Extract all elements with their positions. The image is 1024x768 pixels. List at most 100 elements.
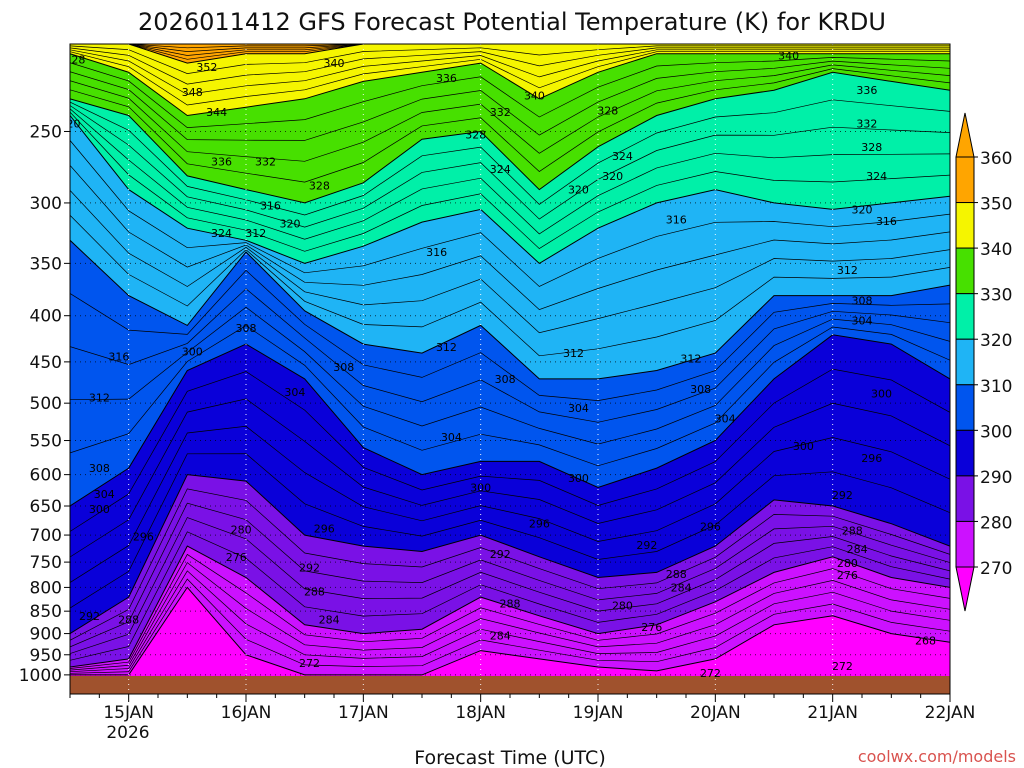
contour-label: 308 bbox=[333, 361, 354, 374]
contour-minor bbox=[70, 47, 950, 85]
colorbar-segment bbox=[955, 429, 975, 477]
contour-label: 316 bbox=[426, 246, 447, 259]
contour-minor bbox=[70, 269, 950, 401]
colorbar-segment bbox=[955, 156, 975, 204]
contour-minor bbox=[70, 99, 950, 216]
contour-label: 316 bbox=[876, 215, 897, 228]
contour-minor bbox=[70, 368, 950, 532]
contour-label: 284 bbox=[671, 581, 692, 594]
contour-label: 340 bbox=[524, 89, 545, 102]
contour-minor bbox=[70, 502, 950, 648]
contour-label: 340 bbox=[324, 57, 345, 70]
contour-label: 332 bbox=[490, 106, 511, 119]
contour-label: 300 bbox=[182, 345, 203, 358]
contour-minor bbox=[70, 57, 950, 128]
contour-label: 308 bbox=[89, 462, 110, 475]
colorbar-label: 340 bbox=[980, 240, 1012, 260]
contour-label: 324 bbox=[211, 227, 232, 240]
y-tick-label: 750 bbox=[30, 553, 62, 573]
x-tick-label: 20JAN bbox=[690, 703, 741, 723]
contour-minor bbox=[70, 425, 950, 583]
contour-label: 276 bbox=[641, 621, 662, 634]
x-tick-label: 21JAN bbox=[807, 703, 858, 723]
credit-link[interactable]: coolwx.com/models bbox=[858, 747, 1016, 766]
contour-minor bbox=[70, 562, 950, 671]
contour-label: 312 bbox=[837, 264, 858, 277]
contour-label: 320 bbox=[602, 170, 623, 183]
contour-minor bbox=[70, 165, 950, 311]
colorbar-top-arrow bbox=[955, 112, 975, 158]
colorbar-segment bbox=[955, 202, 975, 249]
time-axis: 15JAN 16JAN 17JAN 18JAN 19JAN 20JAN 21JAN 22JAN bbox=[69, 694, 975, 723]
contour-minor bbox=[70, 578, 950, 674]
temperature-bands bbox=[70, 44, 950, 694]
contour-label: 284 bbox=[847, 543, 868, 556]
y-tick-label: 450 bbox=[30, 353, 62, 373]
contour-minor bbox=[70, 60, 950, 141]
contour-label: 308 bbox=[690, 383, 711, 396]
contour-label: 328 bbox=[465, 129, 486, 142]
contour-label: 308 bbox=[852, 295, 873, 308]
y-tick-label: 500 bbox=[30, 394, 62, 414]
colorbar-label: 330 bbox=[980, 286, 1012, 306]
contour-label: 280 bbox=[837, 557, 858, 570]
contour-350 bbox=[70, 44, 950, 64]
contour-minor bbox=[70, 553, 950, 669]
contour-label: 324 bbox=[490, 163, 511, 176]
x-tick-label: 19JAN bbox=[573, 703, 624, 723]
grid-lines bbox=[70, 44, 950, 694]
contour-label: 272 bbox=[700, 667, 721, 680]
contour-minor bbox=[70, 306, 950, 445]
band-270 bbox=[70, 587, 950, 694]
contour-minor bbox=[70, 68, 950, 183]
y-tick-label: 950 bbox=[30, 646, 62, 666]
contour-label: 324 bbox=[612, 150, 633, 163]
contour-label: 296 bbox=[133, 531, 154, 544]
y-tick-label: 1000 bbox=[19, 666, 62, 686]
contour-label: 312 bbox=[563, 347, 584, 360]
contour-label: 332 bbox=[255, 156, 276, 169]
contour-minor bbox=[70, 453, 950, 609]
contour-label: 304 bbox=[284, 386, 305, 399]
contour-label: 280 bbox=[231, 523, 252, 536]
contour-330 bbox=[70, 71, 950, 204]
contour-minor bbox=[70, 44, 950, 56]
contour-label: 328 bbox=[309, 180, 330, 193]
contour-minor bbox=[70, 488, 950, 641]
x-tick-label: 18JAN bbox=[455, 703, 506, 723]
colorbar-label: 290 bbox=[980, 468, 1012, 488]
contour-label: 336 bbox=[211, 156, 232, 169]
contour-label: 336 bbox=[856, 84, 877, 97]
contour-lines bbox=[70, 44, 950, 676]
contour-minor bbox=[70, 108, 950, 240]
contour-label: 292 bbox=[490, 548, 511, 561]
y-tick-label: 250 bbox=[30, 122, 62, 142]
contour-310 bbox=[70, 239, 950, 380]
contour-label: 292 bbox=[832, 489, 853, 502]
colorbar-segment bbox=[955, 520, 975, 568]
contour-340 bbox=[70, 53, 950, 117]
contour-label: 316 bbox=[108, 351, 129, 364]
contour-320 bbox=[70, 115, 950, 265]
contour-label: 304 bbox=[715, 413, 736, 426]
y-tick-label: 700 bbox=[30, 526, 62, 546]
contour-label: 280 bbox=[612, 600, 633, 613]
colorbar-bottom-arrow bbox=[955, 566, 975, 612]
year-label: 2026 bbox=[106, 723, 149, 743]
contour-label: 296 bbox=[861, 452, 882, 465]
contour-label: 332 bbox=[856, 118, 877, 131]
contour-minor bbox=[70, 44, 950, 49]
contour-label: 272 bbox=[299, 657, 320, 670]
colorbar-segment bbox=[955, 247, 975, 295]
x-tick-label: 17JAN bbox=[338, 703, 389, 723]
contour-label: 344 bbox=[206, 106, 227, 119]
y-tick-label: 800 bbox=[30, 578, 62, 598]
contour-label: 304 bbox=[441, 431, 462, 444]
contour-label: 292 bbox=[79, 610, 100, 623]
contour-label: 316 bbox=[260, 200, 281, 213]
contour-label: 348 bbox=[182, 86, 203, 99]
contour-label: 288 bbox=[500, 598, 521, 611]
contour-minor bbox=[70, 215, 950, 357]
contour-label: 352 bbox=[196, 61, 217, 74]
y-tick-label: 550 bbox=[30, 432, 62, 452]
